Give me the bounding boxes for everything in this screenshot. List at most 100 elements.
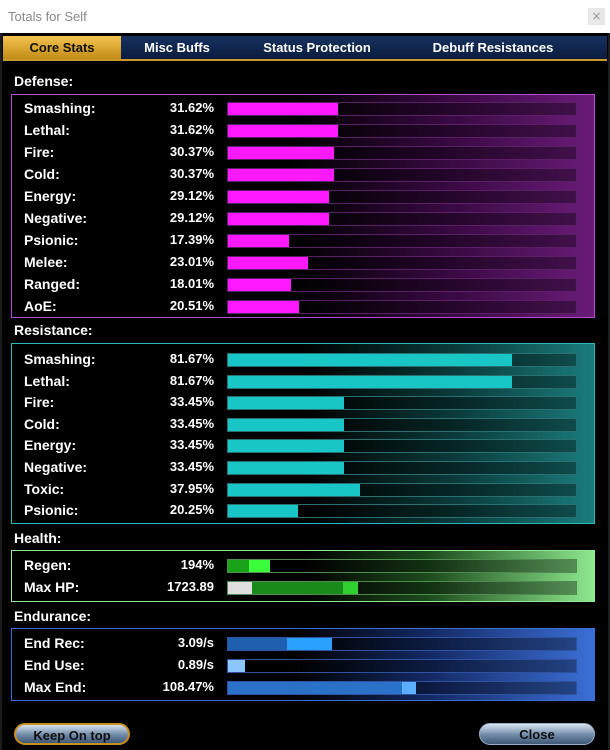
- stat-bar: [227, 124, 577, 138]
- endurance-section-title: Endurance:: [14, 608, 92, 624]
- stat-label: Fire:: [24, 144, 55, 160]
- stat-label: Fire:: [24, 394, 55, 410]
- stat-value: 29.12%: [169, 188, 214, 203]
- stat-bar-fill: [228, 397, 345, 409]
- stat-value: 37.95%: [169, 481, 214, 496]
- stat-label: Melee:: [24, 254, 68, 270]
- stat-bar-fill: [228, 279, 291, 291]
- tab-core-stats[interactable]: Core Stats: [3, 36, 121, 59]
- tab-debuff-resistances[interactable]: Debuff Resistances: [432, 40, 554, 55]
- window-close-icon[interactable]: ×: [588, 8, 605, 25]
- hp-bar-base: [228, 582, 253, 594]
- tab-misc-buffs[interactable]: Misc Buffs: [144, 40, 210, 55]
- stat-bar-fill: [228, 169, 334, 181]
- end-rec-bar-base: [228, 638, 288, 650]
- endurance-row-end-use: End Use: 0.89/s: [12, 654, 594, 676]
- stat-bar: [227, 212, 577, 226]
- defense-row-smashing: Smashing: 31.62%: [12, 97, 594, 119]
- keep-on-top-button[interactable]: Keep On top: [14, 723, 130, 745]
- stat-label: Lethal:: [24, 122, 70, 138]
- stat-label: Cold:: [24, 166, 60, 182]
- endurance-row-end-rec: End Rec: 3.09/s: [12, 632, 594, 654]
- stat-label: Ranged:: [24, 276, 80, 292]
- stat-bar-fill: [228, 505, 299, 517]
- stat-bar: [227, 681, 577, 695]
- end-use-bar: [228, 660, 246, 672]
- resistance-row-energy: Energy: 33.45%: [12, 434, 594, 456]
- defense-row-fire: Fire: 30.37%: [12, 141, 594, 163]
- stat-bar: [227, 504, 577, 518]
- resistance-row-negative: Negative: 33.45%: [12, 456, 594, 478]
- resistance-row-fire: Fire: 33.45%: [12, 391, 594, 413]
- stat-bar: [227, 418, 577, 432]
- stat-bar-fill: [228, 462, 345, 474]
- health-row-max-hp: Max HP: 1723.89: [12, 576, 594, 598]
- defense-row-ranged: Ranged: 18.01%: [12, 273, 594, 295]
- resistance-row-lethal: Lethal: 81.67%: [12, 370, 594, 392]
- stat-label: End Use:: [24, 657, 85, 673]
- stat-value: 1723.89: [167, 579, 214, 594]
- stat-bar-fill: [228, 147, 334, 159]
- stat-value: 20.51%: [169, 298, 214, 313]
- max-end-bar-base: [228, 682, 402, 694]
- close-button[interactable]: Close: [479, 723, 595, 745]
- stat-label: Energy:: [24, 188, 77, 204]
- regen-bar-base: [228, 560, 249, 572]
- stat-bar: [227, 190, 577, 204]
- stat-bar-fill: [228, 103, 339, 115]
- stat-bar: [227, 559, 577, 573]
- stat-label: Smashing:: [24, 351, 96, 367]
- stat-label: Negative:: [24, 210, 88, 226]
- stat-bar: [227, 581, 577, 595]
- stat-label: AoE:: [24, 298, 57, 314]
- stat-label: Max End:: [24, 679, 87, 695]
- stat-bar-fill: [228, 484, 361, 496]
- regen-bar-boost: [248, 560, 270, 572]
- stat-value: 108.47%: [162, 679, 214, 694]
- stat-value: 30.37%: [169, 166, 214, 181]
- defense-row-energy: Energy: 29.12%: [12, 185, 594, 207]
- stat-value: 0.89/s: [177, 657, 214, 672]
- resistance-row-psionic: Psionic: 20.25%: [12, 499, 594, 521]
- stat-bar: [227, 168, 577, 182]
- stat-bar-fill: [228, 125, 339, 137]
- stat-bar-fill: [228, 440, 345, 452]
- stat-bar: [227, 146, 577, 160]
- stat-value: 20.25%: [169, 502, 214, 517]
- stat-bar-fill: [228, 235, 289, 247]
- stat-bar: [227, 353, 577, 367]
- resistance-row-toxic: Toxic: 37.95%: [12, 478, 594, 500]
- stat-value: 17.39%: [169, 232, 214, 247]
- stat-bar-fill: [228, 213, 330, 225]
- stat-value: 18.01%: [169, 276, 214, 291]
- stat-bar-fill: [228, 301, 300, 313]
- stat-label: Max HP:: [24, 579, 80, 595]
- stat-value: 29.12%: [169, 210, 214, 225]
- defense-panel: Smashing: 31.62% Lethal: 31.62% Fire: 30.37…: [11, 94, 595, 318]
- defense-row-psionic: Psionic: 17.39%: [12, 229, 594, 251]
- endurance-panel: End Rec: 3.09/s End Use: 0.89/s Max End:…: [11, 628, 595, 701]
- hp-bar-cap: [342, 582, 359, 594]
- tab-status-protection[interactable]: Status Protection: [263, 40, 371, 55]
- stat-value: 33.45%: [169, 416, 214, 431]
- health-panel: Regen: 194% Max HP: 1723.89: [11, 550, 595, 602]
- stat-label: End Rec:: [24, 635, 85, 651]
- stat-bar-fill: [228, 354, 513, 366]
- stat-value: 81.67%: [169, 373, 214, 388]
- hp-bar-bonus: [252, 582, 343, 594]
- defense-row-negative: Negative: 29.12%: [12, 207, 594, 229]
- stat-bar: [227, 102, 577, 116]
- stat-label: Energy:: [24, 437, 77, 453]
- endurance-row-max-end: Max End: 108.47%: [12, 676, 594, 698]
- resistance-row-smashing: Smashing: 81.67%: [12, 348, 594, 370]
- stat-bar: [227, 659, 577, 673]
- health-row-regen: Regen: 194%: [12, 554, 594, 576]
- stat-bar: [227, 278, 577, 292]
- defense-row-lethal: Lethal: 31.62%: [12, 119, 594, 141]
- stat-label: Toxic:: [24, 481, 65, 497]
- stat-value: 23.01%: [169, 254, 214, 269]
- stat-value: 31.62%: [169, 100, 214, 115]
- stat-value: 81.67%: [169, 351, 214, 366]
- defense-row-melee: Melee: 23.01%: [12, 251, 594, 273]
- health-section-title: Health:: [14, 530, 62, 546]
